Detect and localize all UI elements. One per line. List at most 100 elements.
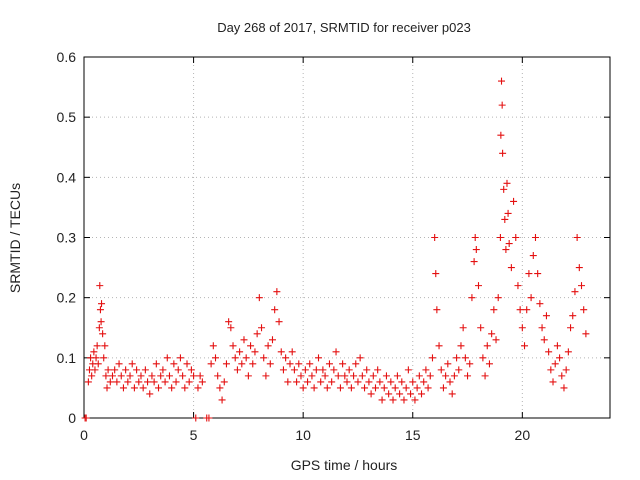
data-point — [516, 306, 524, 314]
y-tick-label: 0.3 — [57, 230, 77, 246]
data-point — [227, 324, 235, 332]
data-point — [113, 378, 121, 386]
data-point — [504, 209, 512, 217]
data-point — [92, 354, 100, 362]
data-point — [334, 372, 342, 380]
y-tick-label: 0.5 — [57, 109, 77, 125]
data-point — [124, 378, 132, 386]
data-point — [356, 354, 364, 362]
data-point — [159, 366, 167, 374]
data-point — [418, 390, 426, 398]
data-point — [573, 234, 581, 241]
data-point — [350, 372, 358, 380]
data-point — [354, 378, 362, 386]
data-point — [415, 372, 423, 380]
data-point — [312, 366, 320, 374]
data-point — [146, 390, 154, 398]
data-point — [319, 366, 327, 374]
data-point — [529, 252, 537, 260]
data-point — [531, 234, 539, 241]
data-point — [144, 378, 152, 386]
data-point — [385, 390, 393, 398]
data-point — [247, 342, 255, 350]
data-point — [479, 354, 487, 362]
data-point — [122, 366, 130, 374]
data-point — [562, 366, 570, 374]
data-point — [468, 294, 476, 302]
data-point — [277, 348, 285, 356]
data-point — [128, 360, 136, 368]
data-point — [133, 366, 141, 374]
x-tick-label: 15 — [405, 427, 421, 443]
x-tick-label: 0 — [80, 427, 88, 443]
data-point — [196, 372, 204, 380]
data-point — [198, 378, 206, 386]
data-point — [444, 360, 452, 368]
data-point — [249, 360, 257, 368]
data-point — [304, 378, 312, 386]
grid — [84, 57, 610, 418]
data-point — [521, 342, 529, 350]
data-point — [233, 366, 241, 374]
data-point — [310, 384, 318, 392]
data-point — [371, 384, 379, 392]
data-point — [157, 372, 165, 380]
data-point — [514, 282, 522, 290]
data-point — [262, 372, 270, 380]
y-tick-label: 0.1 — [57, 350, 77, 366]
data-point — [503, 179, 511, 187]
data-point — [431, 234, 439, 241]
data-point — [286, 360, 294, 368]
data-point — [575, 264, 583, 272]
data-point — [187, 366, 195, 374]
data-point — [216, 384, 224, 392]
data-point — [266, 360, 274, 368]
data-point — [100, 354, 108, 362]
data-point — [363, 366, 371, 374]
data-point — [231, 354, 239, 362]
data-point — [512, 234, 520, 241]
data-point — [222, 360, 230, 368]
data-point — [126, 372, 134, 380]
data-point — [540, 336, 548, 344]
data-point — [284, 378, 292, 386]
data-points — [81, 77, 590, 422]
data-point — [130, 384, 138, 392]
data-point — [569, 312, 577, 320]
data-point — [498, 101, 506, 109]
data-point — [172, 378, 180, 386]
data-point — [155, 384, 163, 392]
data-point — [220, 378, 228, 386]
data-point — [98, 300, 106, 308]
data-point — [315, 354, 323, 362]
data-point — [498, 77, 506, 85]
data-point — [301, 366, 309, 374]
data-point — [376, 378, 384, 386]
data-point — [556, 354, 564, 362]
data-point — [496, 234, 504, 241]
data-point — [225, 318, 233, 326]
data-point — [369, 372, 377, 380]
data-point — [185, 378, 193, 386]
data-point — [104, 366, 112, 374]
data-point — [536, 300, 544, 308]
data-point — [523, 306, 531, 314]
data-point — [391, 384, 399, 392]
data-point — [94, 360, 102, 368]
data-point — [578, 282, 586, 290]
data-point — [553, 342, 561, 350]
data-point — [470, 258, 478, 266]
data-point — [455, 366, 463, 374]
data-point — [365, 378, 373, 386]
data-point — [448, 390, 456, 398]
data-point — [192, 414, 200, 422]
data-point — [505, 240, 513, 248]
data-point — [194, 384, 202, 392]
data-point — [380, 384, 388, 392]
data-point — [293, 378, 301, 386]
data-point — [538, 324, 546, 332]
data-point — [209, 342, 217, 350]
data-point — [207, 360, 215, 368]
data-point — [179, 372, 187, 380]
